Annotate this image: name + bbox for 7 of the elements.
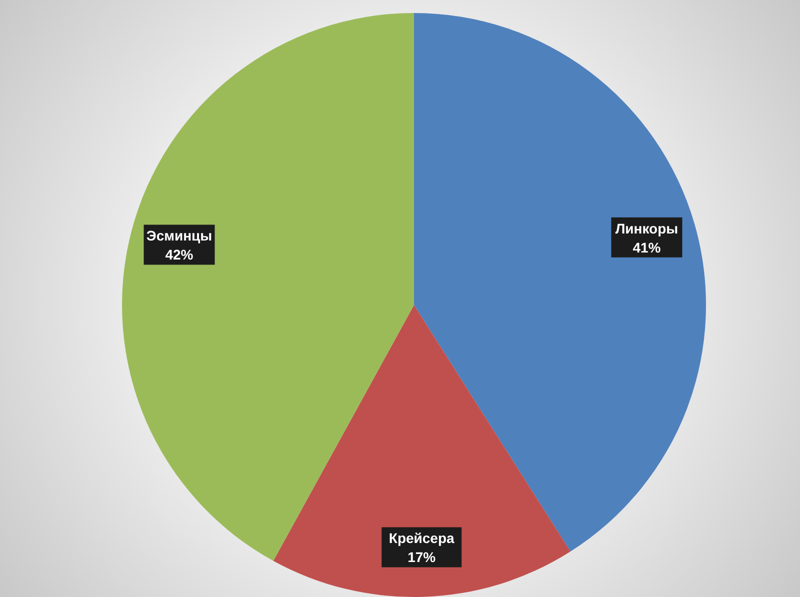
- data-label: 17%: [408, 549, 436, 566]
- slice-label: Линкоры: [615, 220, 678, 236]
- pie-slice: [273, 305, 570, 597]
- slice-label: Эсминцы: [146, 228, 212, 244]
- data-label: 42%: [165, 246, 194, 263]
- slice-label: Крейсера: [388, 530, 455, 546]
- data-label: 41%: [632, 239, 662, 256]
